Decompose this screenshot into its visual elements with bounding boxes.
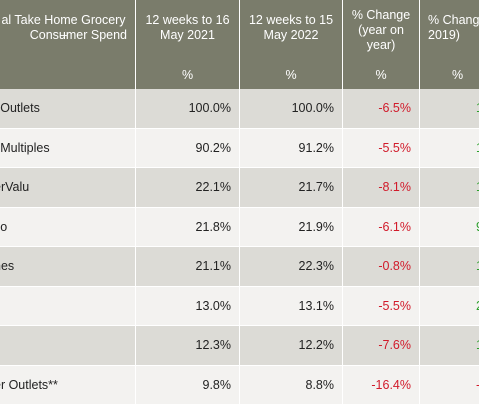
table-cell-2021: 13.0% bbox=[136, 287, 240, 327]
table-row-label: l Outlets bbox=[0, 89, 136, 129]
table-cell-2022: 100.0% bbox=[240, 89, 343, 129]
table-cell-vs2019: 9 bbox=[420, 208, 479, 248]
unit-cell-2021: % bbox=[136, 62, 240, 89]
table-cell-2022: 8.8% bbox=[240, 366, 343, 405]
table-row-label bbox=[0, 326, 136, 366]
table-cell-yoy: -5.5% bbox=[343, 287, 420, 327]
table-cell-vs2019: 2 bbox=[420, 287, 479, 327]
retailer-name: co bbox=[0, 220, 7, 234]
column-header-2021: 12 weeks to 16 May 2021 bbox=[136, 0, 240, 62]
column-header-yoy: % Change (year on year) bbox=[343, 0, 420, 62]
table-cell-vs2019: 1 bbox=[420, 247, 479, 287]
column-header-2022-line2: May 2022 bbox=[240, 28, 342, 43]
column-header-yoy-line1: % Change bbox=[343, 8, 419, 23]
table-cell-2022: 91.2% bbox=[240, 129, 343, 169]
table-cell-2021: 22.1% bbox=[136, 168, 240, 208]
retailer-name: l Outlets bbox=[0, 101, 40, 115]
column-header-retailer: al Take Home Grocery – Consumer Spend bbox=[0, 0, 136, 62]
table-cell-2022: 21.7% bbox=[240, 168, 343, 208]
table-cell-yoy: -0.8% bbox=[343, 247, 420, 287]
retailer-name: l Multiples bbox=[0, 141, 50, 155]
table-cell-2021: 21.8% bbox=[136, 208, 240, 248]
table-row-label: l Multiples bbox=[0, 129, 136, 169]
column-header-2021-line2: May 2021 bbox=[136, 28, 239, 43]
column-header-2022-line1: 12 weeks to 15 bbox=[240, 13, 342, 28]
column-header-yoy-line2: (year on bbox=[343, 23, 419, 38]
column-header-vs2019-line1: % Change bbox=[428, 13, 479, 28]
column-header-retailer-line2: Consumer Spend bbox=[30, 28, 127, 43]
table-cell-2022: 21.9% bbox=[240, 208, 343, 248]
table-cell-yoy: -8.1% bbox=[343, 168, 420, 208]
table-cell-2021: 12.3% bbox=[136, 326, 240, 366]
table-cell-vs2019: 1 bbox=[420, 168, 479, 208]
table-cell-2021: 21.1% bbox=[136, 247, 240, 287]
column-header-yoy-line3: year) bbox=[343, 38, 419, 53]
column-header-2021-line1: 12 weeks to 16 bbox=[136, 13, 239, 28]
table-cell-2021: 9.8% bbox=[136, 366, 240, 405]
table-row-label: erValu bbox=[0, 168, 136, 208]
table-row-label: nes bbox=[0, 247, 136, 287]
unit-cell-vs2019: % bbox=[420, 62, 479, 89]
table-cell-yoy: -6.1% bbox=[343, 208, 420, 248]
table-cell-2022: 13.1% bbox=[240, 287, 343, 327]
table-cell-2021: 100.0% bbox=[136, 89, 240, 129]
table-cell-yoy: -6.5% bbox=[343, 89, 420, 129]
retailer-name: nes bbox=[0, 259, 14, 273]
table-cell-vs2019: 1 bbox=[420, 326, 479, 366]
table-cell-yoy: -7.6% bbox=[343, 326, 420, 366]
table-cell-vs2019: 1 bbox=[420, 89, 479, 129]
unit-cell-retailer bbox=[0, 62, 136, 89]
table-row-label: co bbox=[0, 208, 136, 248]
table-cell-2022: 12.2% bbox=[240, 326, 343, 366]
unit-cell-2022: % bbox=[240, 62, 343, 89]
table-cell-2021: 90.2% bbox=[136, 129, 240, 169]
retailer-name: er Outlets** bbox=[0, 378, 58, 392]
unit-cell-yoy: % bbox=[343, 62, 420, 89]
column-header-vs2019: % Change 2019) bbox=[420, 0, 479, 62]
table-cell-vs2019: 1 bbox=[420, 129, 479, 169]
table-cell-yoy: -5.5% bbox=[343, 129, 420, 169]
column-header-vs2019-line2: 2019) bbox=[428, 28, 479, 43]
table-row-label bbox=[0, 287, 136, 327]
table-row-label: er Outlets** bbox=[0, 366, 136, 405]
retailer-name: erValu bbox=[0, 180, 29, 194]
column-header-2022: 12 weeks to 15 May 2022 bbox=[240, 0, 343, 62]
table-cell-vs2019: - bbox=[420, 366, 479, 405]
table-cell-yoy: -16.4% bbox=[343, 366, 420, 405]
table-cell-2022: 22.3% bbox=[240, 247, 343, 287]
